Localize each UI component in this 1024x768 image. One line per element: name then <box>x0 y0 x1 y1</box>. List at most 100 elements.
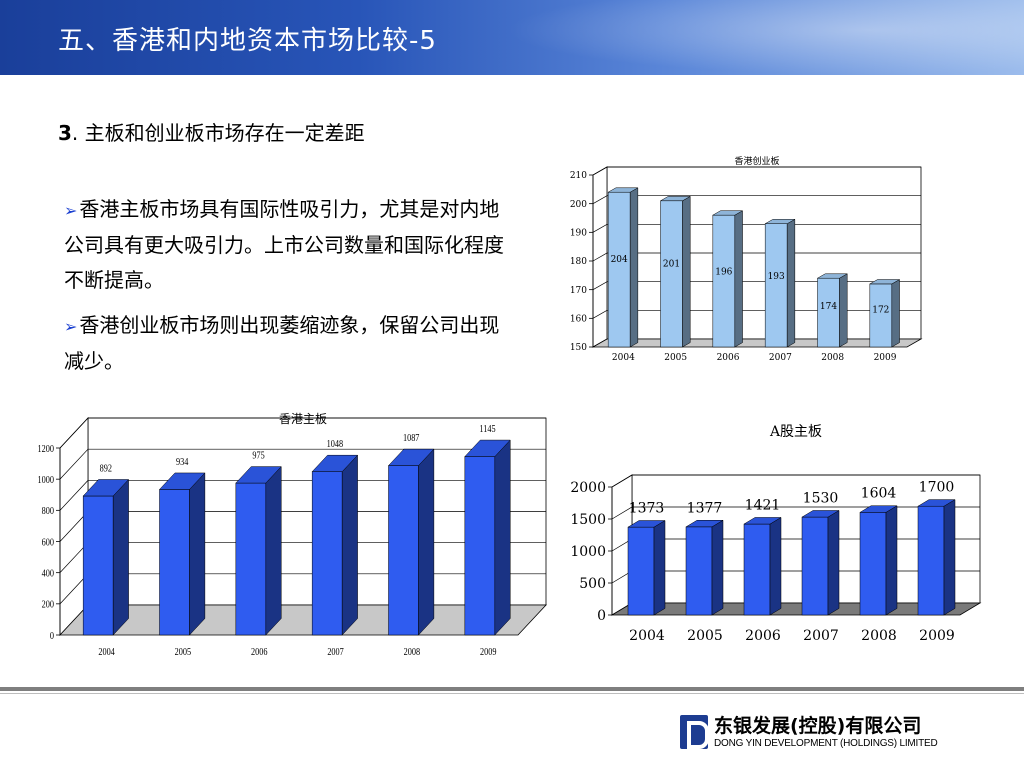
bar-front <box>627 526 655 616</box>
bar-side <box>769 517 782 616</box>
y-tick-label: 150 <box>570 343 587 353</box>
gridline <box>592 195 921 204</box>
section-title: 主板和创业板市场存在一定差距 <box>84 121 365 145</box>
bar <box>743 517 782 616</box>
header-bar: 五、香港和内地资本市场比较-5 <box>0 0 1024 75</box>
bar-front <box>743 523 771 616</box>
footer-rule-thin <box>0 693 1024 694</box>
bullet-list: ➢ 香港主板市场具有国际性吸引力，尤其是对内地公司具有更大吸引力。上市公司数量和国… <box>64 192 504 389</box>
x-tick-label: 2004 <box>98 646 115 658</box>
y-tick-label: 170 <box>570 286 587 296</box>
data-label: 1377 <box>687 500 723 516</box>
x-tick-label: 2008 <box>404 646 421 658</box>
bar <box>685 519 724 616</box>
y-tick-label: 1000 <box>38 474 55 486</box>
page-title: 五、香港和内地资本市场比较-5 <box>58 26 437 56</box>
bar <box>801 510 840 616</box>
bar-side <box>341 454 358 636</box>
bar-side <box>891 279 900 348</box>
bar <box>607 187 639 348</box>
gridline <box>611 474 980 488</box>
bar-side <box>839 273 848 348</box>
data-label: 934 <box>176 456 188 468</box>
bar-top <box>311 454 359 472</box>
bar-side <box>682 195 691 348</box>
bar-top <box>801 510 840 518</box>
y-tick-label: 2000 <box>570 480 606 496</box>
y-tick-label: 190 <box>570 228 587 238</box>
chart-title: 香港创业板 <box>734 155 779 167</box>
chart-title: A股主板 <box>769 424 822 440</box>
data-label: 1421 <box>745 497 781 513</box>
section-separator: . <box>71 121 79 145</box>
gridline <box>592 166 921 176</box>
x-tick-label: 2006 <box>717 353 740 363</box>
bar-top <box>711 210 744 216</box>
bar-side <box>494 439 511 636</box>
bar-front <box>311 471 343 636</box>
bar-front <box>712 214 736 348</box>
x-tick-label: 2009 <box>874 353 897 363</box>
footer-rule <box>0 687 1024 691</box>
bar-front <box>817 277 840 348</box>
bar-top <box>859 505 898 513</box>
bar-front <box>917 505 945 616</box>
bar-front <box>801 516 829 616</box>
section-number: 3 <box>58 121 72 145</box>
data-label: 201 <box>663 260 680 270</box>
bar <box>627 520 666 616</box>
bar-side <box>711 519 724 616</box>
bar-front <box>869 283 893 348</box>
x-tick-label: 2005 <box>175 646 192 658</box>
data-label: 1087 <box>403 432 420 444</box>
x-tick-label: 2006 <box>251 646 268 658</box>
gridline <box>59 448 546 480</box>
bar-side <box>629 187 639 348</box>
y-tick-label: 1500 <box>570 512 606 528</box>
bar-front <box>159 489 190 636</box>
gridline <box>611 506 980 520</box>
data-label: 975 <box>252 450 264 462</box>
gridline <box>592 252 921 262</box>
data-label: 172 <box>872 305 889 315</box>
header-glow <box>504 0 1024 75</box>
x-tick-label: 2008 <box>821 353 844 363</box>
bullet-text: 香港主板市场具有国际性吸引力，尤其是对内地公司具有更大吸引力。上市公司数量和国际… <box>64 197 504 292</box>
data-label: 1373 <box>629 501 665 517</box>
bar <box>868 279 901 348</box>
bar-top <box>235 466 282 484</box>
bar-front <box>660 200 683 348</box>
x-tick-label: 2007 <box>803 628 839 644</box>
bar-top <box>743 517 782 525</box>
x-tick-label: 2005 <box>687 628 723 644</box>
gridline <box>592 281 921 290</box>
x-tick-label: 2004 <box>612 353 635 363</box>
bar-front <box>607 191 631 348</box>
data-label: 193 <box>768 272 785 282</box>
bar-side <box>418 448 435 636</box>
y-tick-label: 400 <box>42 567 54 579</box>
logo-icon <box>680 715 709 749</box>
bar-side <box>189 472 206 636</box>
bar <box>659 195 692 348</box>
section-heading: 3. 主板和创业板市场存在一定差距 <box>58 117 365 146</box>
bar <box>464 439 511 636</box>
bar-top <box>917 499 956 507</box>
data-label: 174 <box>820 302 837 312</box>
y-tick-label: 0 <box>597 608 606 624</box>
x-tick-label: 2004 <box>629 628 665 644</box>
bar <box>764 218 796 348</box>
bar-side <box>786 218 796 348</box>
arrow-bullet-icon: ➢ <box>64 201 78 220</box>
x-tick-label: 2009 <box>919 628 955 644</box>
gridline <box>592 309 921 319</box>
bar <box>311 454 359 636</box>
data-label: 1145 <box>479 423 495 435</box>
bar-front <box>464 456 496 636</box>
gridline <box>59 417 546 449</box>
bar-top <box>158 472 206 490</box>
x-tick-label: 2007 <box>327 646 344 658</box>
bullet-item: ➢ 香港主板市场具有国际性吸引力，尤其是对内地公司具有更大吸引力。上市公司数量和国… <box>64 192 504 298</box>
bar-side <box>885 505 898 616</box>
bar-front <box>859 512 887 616</box>
